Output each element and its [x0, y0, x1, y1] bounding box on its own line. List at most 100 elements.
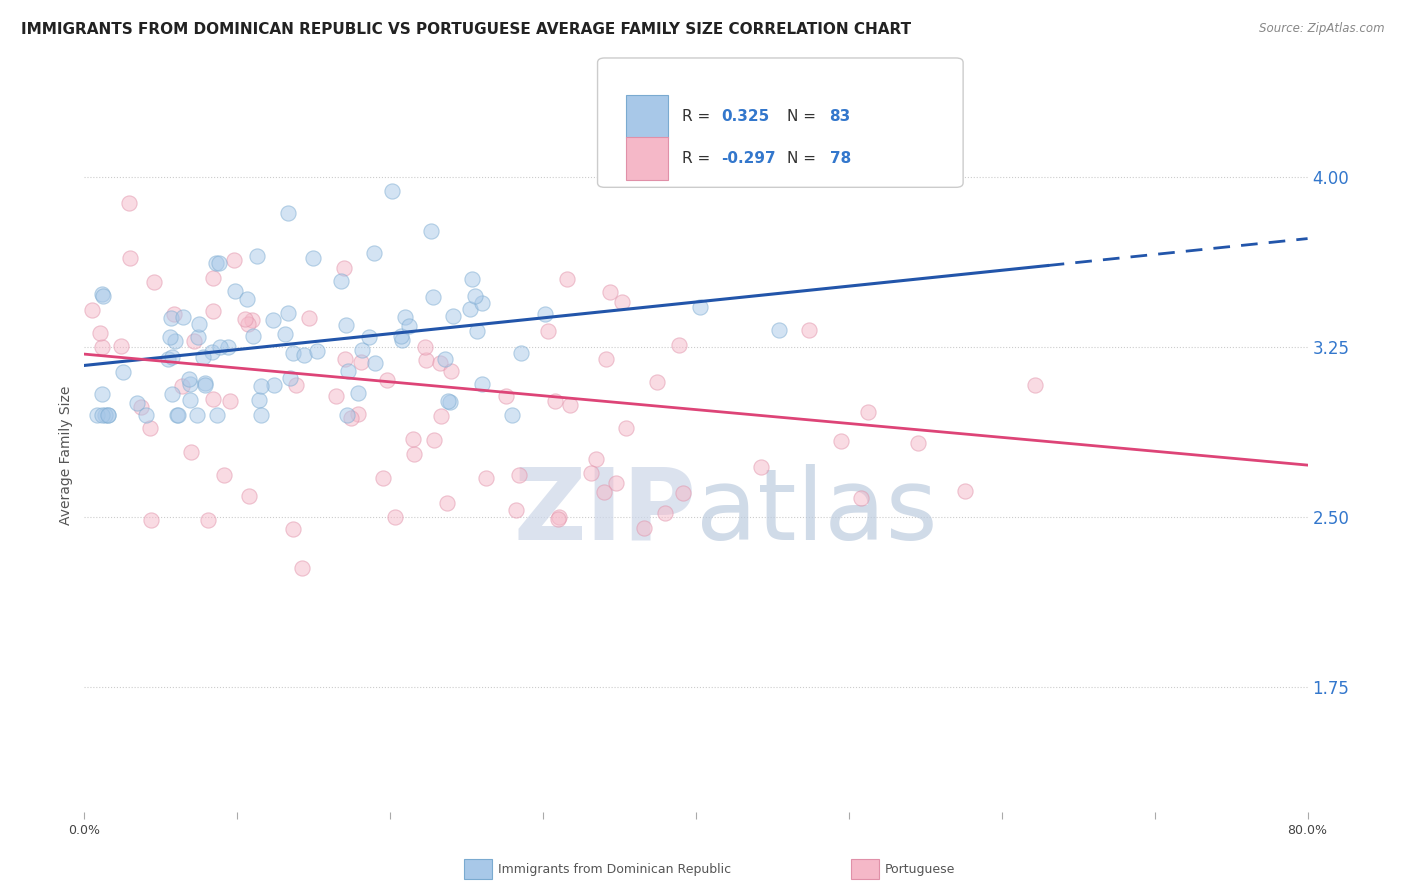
- Point: [201, 344, 224, 359]
- Point: [429, 409, 451, 424]
- Point: [352, 343, 374, 357]
- Point: [423, 433, 446, 447]
- Point: [135, 409, 157, 423]
- Point: [592, 485, 614, 500]
- Point: [159, 330, 181, 344]
- Point: [191, 351, 214, 365]
- Point: [537, 324, 560, 338]
- Point: [280, 371, 302, 385]
- Point: [214, 468, 236, 483]
- Text: atlas: atlas: [696, 464, 938, 560]
- Point: [849, 491, 872, 505]
- Point: [359, 329, 381, 343]
- Point: [233, 312, 256, 326]
- Point: [797, 323, 820, 337]
- Point: [305, 344, 328, 359]
- Text: -0.297: -0.297: [721, 152, 776, 166]
- Point: [460, 302, 482, 317]
- Point: [391, 333, 413, 347]
- Point: [501, 409, 523, 423]
- Text: 83: 83: [830, 109, 851, 124]
- Point: [110, 339, 132, 353]
- Point: [439, 395, 461, 409]
- Point: [302, 251, 325, 265]
- Point: [579, 467, 602, 481]
- Point: [166, 409, 188, 423]
- Point: [242, 329, 264, 343]
- Point: [249, 379, 271, 393]
- Point: [238, 489, 260, 503]
- Point: [471, 296, 494, 310]
- Point: [544, 394, 567, 409]
- Point: [605, 476, 627, 491]
- Point: [437, 393, 460, 408]
- Point: [363, 245, 385, 260]
- Point: [246, 249, 269, 263]
- Point: [350, 355, 373, 369]
- Point: [336, 409, 359, 423]
- Point: [495, 389, 517, 403]
- Point: [250, 409, 273, 423]
- Point: [111, 365, 134, 379]
- Point: [595, 352, 617, 367]
- Point: [208, 256, 231, 270]
- Point: [347, 386, 370, 401]
- Point: [139, 420, 162, 434]
- Point: [689, 300, 711, 314]
- Point: [505, 503, 527, 517]
- Point: [222, 253, 245, 268]
- Point: [82, 302, 104, 317]
- Point: [953, 484, 976, 499]
- Point: [633, 521, 655, 535]
- Point: [91, 409, 114, 423]
- Point: [614, 421, 637, 435]
- Point: [441, 309, 464, 323]
- Point: [298, 311, 321, 326]
- Point: [179, 392, 201, 407]
- Point: [1024, 378, 1046, 392]
- Point: [90, 287, 112, 301]
- Point: [547, 511, 569, 525]
- Point: [247, 393, 270, 408]
- Point: [180, 445, 202, 459]
- Point: [240, 313, 263, 327]
- Y-axis label: Average Family Size: Average Family Size: [59, 385, 73, 524]
- Point: [273, 326, 295, 341]
- Point: [172, 310, 194, 324]
- Point: [461, 271, 484, 285]
- Point: [434, 351, 457, 366]
- Point: [202, 304, 225, 318]
- Text: R =: R =: [682, 109, 716, 124]
- Point: [373, 471, 395, 485]
- Point: [907, 436, 929, 450]
- Point: [143, 275, 166, 289]
- Point: [262, 313, 284, 327]
- Point: [194, 378, 217, 392]
- Point: [415, 352, 437, 367]
- Point: [186, 409, 208, 423]
- Point: [475, 471, 498, 485]
- Point: [599, 285, 621, 299]
- Point: [160, 387, 183, 401]
- Point: [508, 468, 530, 483]
- Point: [340, 411, 363, 425]
- Point: [389, 329, 412, 343]
- Point: [91, 289, 114, 303]
- Text: IMMIGRANTS FROM DOMINICAN REPUBLIC VS PORTUGUESE AVERAGE FAMILY SIZE CORRELATION: IMMIGRANTS FROM DOMINICAN REPUBLIC VS PO…: [21, 22, 911, 37]
- Point: [547, 510, 569, 524]
- Point: [205, 256, 228, 270]
- Point: [654, 506, 676, 520]
- Point: [194, 376, 217, 390]
- Text: Source: ZipAtlas.com: Source: ZipAtlas.com: [1260, 22, 1385, 36]
- Point: [436, 496, 458, 510]
- Point: [329, 273, 352, 287]
- Point: [160, 310, 183, 325]
- Point: [333, 351, 356, 366]
- Point: [127, 396, 149, 410]
- Point: [97, 409, 120, 423]
- Point: [118, 251, 141, 265]
- Point: [90, 387, 112, 401]
- Point: [236, 317, 259, 331]
- Point: [384, 509, 406, 524]
- Point: [179, 376, 201, 391]
